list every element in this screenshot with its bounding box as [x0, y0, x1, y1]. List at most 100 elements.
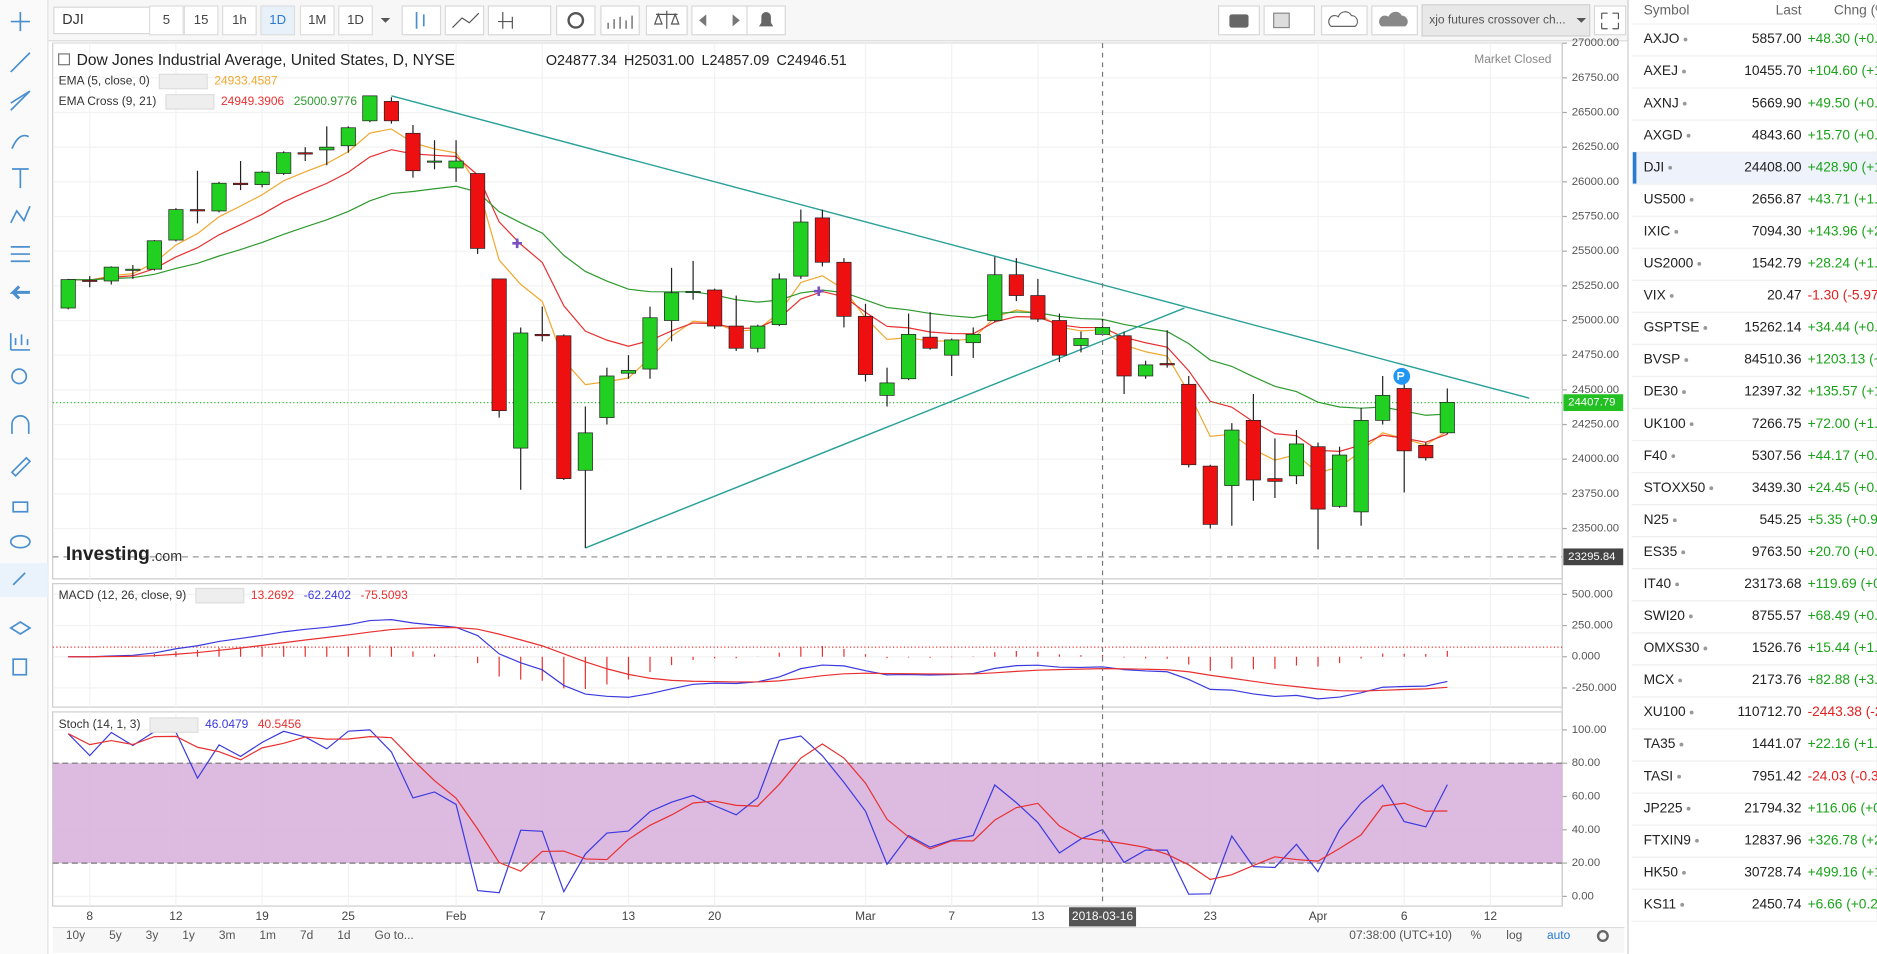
y-tick-label: 24000.00 — [1572, 453, 1619, 465]
symbol-dot — [1668, 165, 1673, 170]
watchlist-last: 5669.90 — [1752, 95, 1802, 110]
watchlist-row[interactable] — [1629, 119, 1877, 153]
watchlist-row[interactable] — [1629, 632, 1877, 666]
settings-button[interactable] — [556, 5, 596, 36]
layout-name[interactable] — [1421, 4, 1591, 37]
interval-button[interactable] — [260, 5, 296, 36]
watchlist-row[interactable] — [1629, 343, 1877, 378]
candle-body — [620, 370, 636, 374]
symbol-dot — [1683, 37, 1688, 42]
watchlist-row[interactable] — [1629, 536, 1877, 570]
indicator-value: -75.5093 — [361, 588, 409, 602]
indicators-button[interactable] — [487, 5, 552, 36]
interval-button[interactable] — [338, 5, 373, 36]
symbol-dot — [1695, 838, 1699, 843]
watchlist-change: +72.00 (+1.00% — [1808, 416, 1877, 431]
y-tick-label: 0.000 — [1572, 651, 1600, 663]
y-tick-label: 40.00 — [1572, 824, 1600, 836]
macd-plot — [52, 583, 1563, 708]
candle-icon — [415, 11, 425, 29]
brush-tool[interactable] — [11, 134, 30, 149]
prediction-tool[interactable] — [10, 246, 30, 263]
watchlist-row[interactable] — [1629, 696, 1877, 730]
y-tick-label: 20.00 — [1572, 857, 1600, 869]
symbol-dot — [1675, 582, 1680, 587]
watchlist-last: 7094.30 — [1752, 223, 1802, 238]
fullscreen-button[interactable] — [1593, 5, 1627, 36]
dropdown-caret[interactable] — [380, 17, 391, 23]
range-button[interactable]: 3m — [219, 928, 236, 942]
indicator-controls[interactable] — [195, 587, 245, 604]
magnet-tool[interactable] — [11, 415, 30, 434]
watchlist-row[interactable] — [1629, 792, 1877, 826]
watchlist-row[interactable] — [1629, 600, 1877, 634]
hide-tool[interactable] — [9, 534, 31, 549]
range-button[interactable]: 10y — [66, 928, 85, 942]
stay-drawing-tool[interactable] — [10, 456, 32, 477]
candle-style-button[interactable] — [401, 5, 442, 36]
watchlist-last: 8755.57 — [1752, 608, 1802, 623]
indicator-controls[interactable] — [149, 717, 199, 733]
candle-body — [103, 266, 119, 282]
interval-button[interactable] — [299, 5, 335, 36]
watchlist-row[interactable] — [1629, 151, 1877, 185]
pattern-tool[interactable] — [10, 205, 31, 224]
watchlist-row[interactable] — [1629, 760, 1877, 794]
candle-body — [1288, 443, 1305, 477]
range-button[interactable]: 5y — [109, 928, 122, 942]
range-button[interactable]: 7d — [300, 928, 313, 942]
watchlist-last: 4843.60 — [1752, 127, 1802, 142]
candle-body — [1181, 383, 1197, 466]
x-tick-label: 23 — [1204, 909, 1218, 923]
watchlist-symbol: BVSP — [1644, 352, 1681, 367]
watchlist-change: +143.96 (+2.07% — [1808, 223, 1877, 238]
candle-body — [1224, 429, 1240, 486]
text-tool[interactable] — [11, 168, 29, 189]
watchlist-row[interactable] — [1629, 568, 1877, 602]
crosshair-tool[interactable] — [10, 11, 30, 32]
link-tool[interactable] — [12, 572, 26, 586]
scale-option[interactable]: % — [1471, 928, 1482, 942]
symbol-dot — [1682, 870, 1686, 875]
interval-button[interactable] — [222, 5, 257, 36]
watchlist-row[interactable] — [1629, 856, 1877, 890]
last-price-label: 24407.79 — [1568, 397, 1615, 409]
range-button[interactable]: 3y — [146, 928, 159, 942]
indicator-controls[interactable] — [165, 94, 215, 110]
zoom-tool[interactable] — [11, 368, 28, 385]
range-button[interactable]: 1y — [182, 928, 195, 942]
indicator-controls[interactable] — [158, 73, 208, 90]
fib-tool[interactable] — [10, 90, 31, 111]
watchlist-row[interactable] — [1629, 728, 1877, 762]
watchlist-row[interactable] — [1629, 888, 1877, 922]
settings-icon[interactable] — [1596, 930, 1609, 943]
interval-button[interactable] — [183, 5, 219, 36]
range-button[interactable]: Go to... — [375, 928, 414, 942]
delete-tool[interactable] — [12, 658, 28, 676]
scale-option[interactable]: auto — [1547, 928, 1571, 942]
symbol-input[interactable] — [53, 6, 153, 35]
watchlist-last: 7951.42 — [1752, 768, 1802, 783]
back-tool[interactable] — [9, 285, 30, 300]
watchlist-row[interactable] — [1629, 407, 1877, 442]
interval-button[interactable] — [149, 5, 184, 36]
watchlist-row[interactable] — [1629, 664, 1877, 698]
settings-icon — [567, 11, 585, 29]
watchlist-change: +15.70 (+0.33% — [1808, 127, 1877, 142]
range-button[interactable]: 1m — [259, 928, 276, 942]
range-button[interactable]: 1d — [337, 928, 350, 942]
symbol-dot — [1697, 261, 1702, 266]
watchlist-row[interactable] — [1629, 183, 1877, 217]
compare-button[interactable] — [444, 5, 485, 36]
watchlist-row[interactable] — [1629, 311, 1877, 345]
layers-tool[interactable] — [9, 621, 32, 635]
symbol-dot — [1689, 710, 1694, 715]
trendline-tool[interactable] — [10, 52, 31, 73]
indicator-name: MACD (12, 26, close, 9) — [59, 588, 187, 602]
y-tick-label: 26000.00 — [1572, 176, 1619, 188]
watchlist-symbol: AXGD — [1644, 127, 1683, 142]
scale-option[interactable]: log — [1506, 928, 1522, 942]
lock-tool[interactable] — [12, 501, 29, 513]
watchlist-last: 12837.96 — [1744, 832, 1802, 847]
icon-tool[interactable] — [9, 333, 30, 351]
